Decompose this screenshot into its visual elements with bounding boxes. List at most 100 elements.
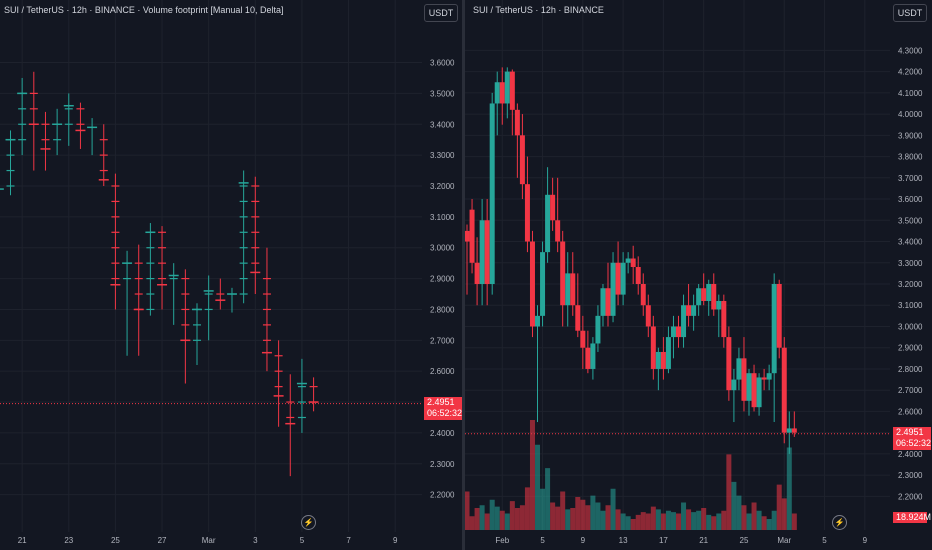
candle-body (706, 283, 712, 301)
volume-bar (681, 502, 687, 530)
candle-body (595, 315, 601, 344)
y-tick-label: 2.8000 (898, 365, 923, 374)
x-tick-label: Mar (202, 536, 216, 545)
x-tick-label: 21 (699, 536, 708, 545)
footprint-chart-svg[interactable]: 3.6000 3.5000 3.4000 3.3000 3.2000 3.1000 3.00… (0, 0, 462, 550)
volume-bar (670, 512, 676, 530)
volume-bar (791, 513, 797, 530)
currency-button[interactable]: USDT (893, 4, 927, 22)
candlestick-chart-pane[interactable]: 4.3000 4.2000 4.1000 4.0000 3.9000 3.8000 3.70… (465, 0, 932, 550)
volume-bar (540, 488, 546, 530)
candle-body (494, 82, 500, 104)
candle-body (489, 103, 495, 284)
volume-bar (595, 502, 601, 530)
candle-body (771, 283, 777, 374)
volume-bar (676, 513, 682, 530)
candle-body (465, 230, 470, 242)
lightning-icon[interactable]: ⚡ (832, 515, 847, 530)
y-tick-label: 2.6000 (430, 367, 455, 376)
volume-bar (721, 510, 727, 530)
candle-body (469, 209, 475, 263)
volume-bar (469, 516, 475, 530)
last-price-tag: 2.4951 06:52:32 (893, 426, 932, 450)
candle-body (529, 241, 535, 327)
volume-bar (560, 491, 566, 530)
candlestick-chart-svg[interactable]: 4.3000 4.2000 4.1000 4.0000 3.9000 3.8000 3.70… (465, 0, 932, 550)
volume-bar (660, 513, 666, 530)
candle-body (766, 373, 772, 380)
candle-body (570, 273, 576, 306)
candle-body (484, 220, 490, 284)
candle-body (545, 194, 551, 253)
last-price-value: 2.4951 (896, 426, 924, 437)
y-tick-label: 4.2000 (898, 68, 923, 77)
volume-bar (479, 505, 485, 530)
candle-body (761, 377, 767, 380)
candle-body (650, 326, 656, 369)
y-tick-label: 2.3000 (898, 471, 923, 480)
candle-body (635, 267, 641, 284)
volume-bar (535, 444, 541, 530)
volume-bar (580, 499, 586, 530)
y-tick-label: 4.3000 (898, 46, 923, 55)
x-tick-label: 23 (64, 536, 73, 545)
y-tick-label: 3.6000 (430, 59, 455, 68)
candle-body (721, 300, 727, 338)
volume-bar (701, 508, 707, 530)
volume-bar (761, 516, 767, 530)
y-tick-label: 4.0000 (898, 110, 923, 119)
y-tick-label: 3.1000 (898, 301, 923, 310)
candle-body (741, 358, 747, 401)
candle-body (509, 71, 515, 110)
candle-body (610, 262, 616, 316)
x-tick-label: 5 (540, 536, 545, 545)
volume-bar (465, 491, 470, 530)
volume-bar (786, 447, 792, 530)
candle-body (776, 283, 782, 348)
volume-bar (565, 509, 571, 530)
pane-divider[interactable] (462, 0, 465, 550)
y-tick-label: 2.6000 (898, 407, 923, 416)
candle-body (580, 330, 586, 348)
volume-bar (635, 514, 641, 530)
volume-bar (726, 454, 732, 530)
volume-bar (484, 513, 490, 530)
candle-body (540, 252, 546, 316)
currency-button[interactable]: USDT (424, 4, 458, 22)
volume-bar (600, 510, 606, 530)
candle-body (670, 326, 676, 338)
y-tick-label: 3.4000 (898, 238, 923, 247)
volume-bar (514, 508, 520, 530)
x-tick-label: 9 (393, 536, 398, 545)
volume-bar (489, 499, 495, 530)
bar-countdown: 06:52:32 (427, 407, 463, 418)
volume-bar (625, 516, 631, 530)
x-tick-label: 5 (300, 536, 305, 545)
x-tick-label: 27 (158, 536, 167, 545)
x-tick-label: 13 (619, 536, 628, 545)
candle-body (479, 220, 485, 284)
volume-bar (691, 512, 697, 530)
volume-bar (766, 519, 772, 530)
x-tick-label: 25 (740, 536, 749, 545)
footprint-chart-pane[interactable]: 3.6000 3.5000 3.4000 3.3000 3.2000 3.1000 3.00… (0, 0, 462, 550)
lightning-icon[interactable]: ⚡ (301, 515, 316, 530)
volume-bar (655, 509, 661, 530)
volume-bar (509, 501, 515, 530)
volume-bar (696, 510, 702, 530)
bar-countdown: 06:52:32 (896, 437, 932, 448)
volume-bar (741, 505, 747, 530)
x-tick-label: 21 (18, 536, 27, 545)
candle-body (600, 288, 606, 316)
candle-body (691, 305, 697, 316)
volume-bar (781, 498, 787, 530)
volume-bar (555, 506, 561, 530)
y-tick-label: 2.2000 (430, 491, 455, 500)
candle-body (781, 347, 787, 433)
candle-body (786, 428, 792, 433)
candle-body (605, 288, 611, 316)
volume-bar (474, 508, 480, 530)
y-tick-label: 3.3000 (430, 151, 455, 160)
candle-body (756, 377, 762, 408)
chart-title: SUI / TetherUS · 12h · BINANCE · Volume … (4, 5, 284, 15)
